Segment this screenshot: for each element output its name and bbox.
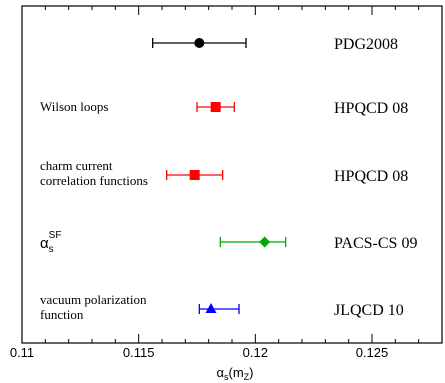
x-tick-label: 0.12: [243, 345, 268, 360]
data-point-square: [210, 102, 221, 112]
x-axis-label: αs(mZ): [216, 365, 253, 382]
data-point-circle: [194, 38, 205, 48]
method-label-alpha: αs SF: [40, 230, 61, 255]
data-point-triangle: [205, 303, 217, 313]
method-label: vacuum polarization function: [40, 292, 147, 322]
row-labels: PDG2008 HPQCD 08 Wilson loops HPQCD 08 charm…: [40, 36, 417, 322]
x-axis-ticks: [21, 6, 443, 343]
group-label: JLQCD 10: [334, 302, 404, 319]
method-label-line: function: [40, 307, 84, 322]
data-point-square: [189, 170, 200, 180]
x-axis-tick-labels: 0.11 0.115 0.12 0.125: [10, 345, 388, 360]
method-label-line: correlation functions: [40, 173, 148, 188]
method-label: Wilson loops: [40, 99, 108, 114]
x-tick-label: 0.125: [356, 345, 389, 360]
group-label: HPQCD 08: [334, 100, 408, 117]
method-label-line: charm current: [40, 158, 113, 173]
group-label: HPQCD 08: [334, 168, 408, 185]
alpha-subscript: s: [49, 244, 54, 255]
alpha-superscript: SF: [49, 230, 62, 241]
x-tick-label: 0.115: [123, 345, 155, 360]
group-label: PDG2008: [334, 36, 398, 53]
x-tick-label: 0.11: [10, 345, 34, 360]
data-point-diamond: [259, 236, 271, 248]
data-marks: [152, 38, 287, 314]
alpha-symbol: α: [40, 235, 49, 252]
group-label: PACS-CS 09: [334, 235, 417, 252]
method-label: charm current correlation functions: [40, 158, 148, 188]
method-label-line: vacuum polarization: [40, 292, 147, 307]
